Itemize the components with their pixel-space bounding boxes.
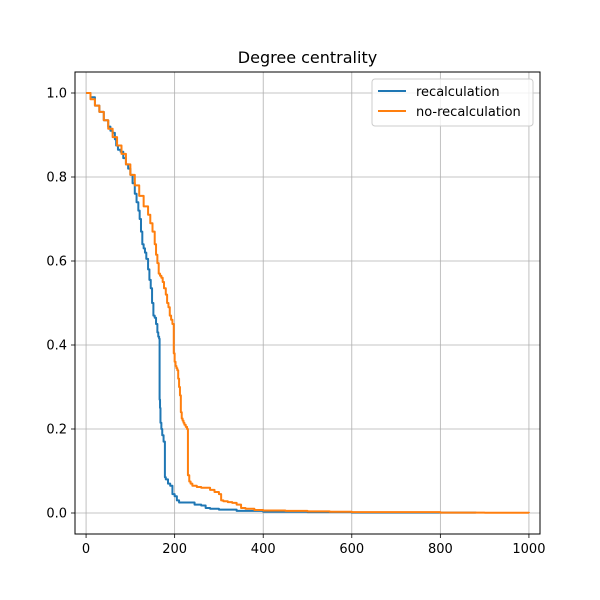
y-tick-label: 0.6 [46, 255, 67, 270]
series-layer [86, 92, 530, 514]
x-tick-label: 200 [162, 542, 187, 557]
y-tick-label: 0.4 [46, 339, 67, 354]
x-tick-label: 1000 [512, 542, 545, 557]
legend-label-recalculation: recalculation [416, 85, 500, 100]
y-tick-label: 0.8 [46, 171, 67, 186]
chart-title: Degree centrality [238, 48, 377, 67]
y-tick-label: 1.0 [46, 87, 67, 102]
legend: recalculation no-recalculation [371, 78, 534, 127]
series-line-no-recalculation [86, 92, 530, 514]
y-axis: 0.0 0.2 0.4 0.6 0.8 1.0 [46, 87, 75, 522]
legend-box [371, 78, 534, 127]
y-tick-label: 0.0 [46, 507, 67, 522]
y-tick-label: 0.2 [46, 423, 67, 438]
x-tick-label: 0 [82, 542, 90, 557]
x-tick-label: 400 [251, 542, 276, 557]
legend-label-no-recalculation: no-recalculation [416, 105, 521, 120]
x-tick-label: 800 [428, 542, 453, 557]
series-line-recalculation [86, 92, 477, 514]
x-tick-label: 600 [339, 542, 364, 557]
x-axis: 0 200 400 600 800 1000 [82, 534, 545, 557]
plot-area-frame [74, 71, 541, 535]
grid-lines [75, 72, 540, 534]
